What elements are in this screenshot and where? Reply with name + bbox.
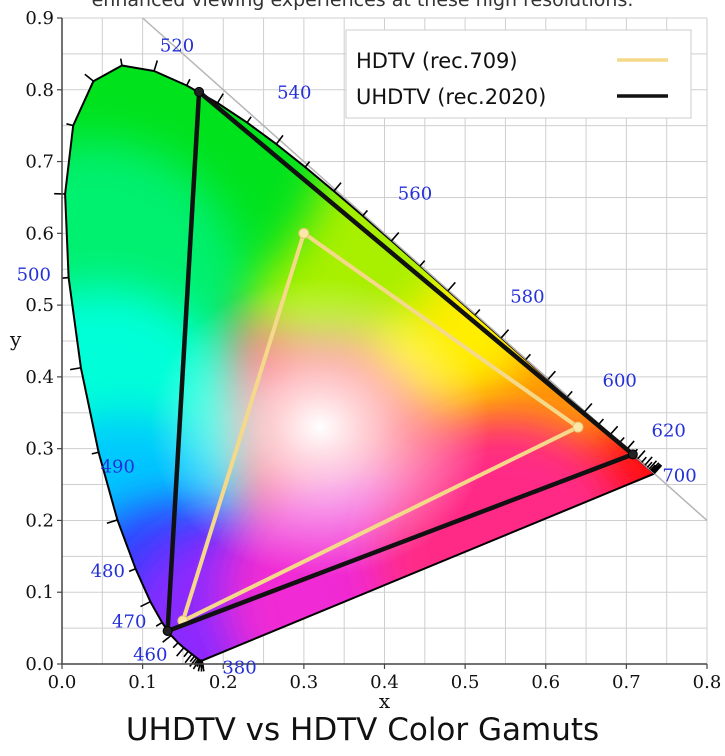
x-tick-label: 0.2 bbox=[209, 672, 238, 693]
locus-tick bbox=[525, 353, 531, 361]
wavelength-label: 580 bbox=[510, 287, 544, 308]
y-tick-label: 0.9 bbox=[25, 8, 54, 29]
locus-tick bbox=[176, 647, 185, 657]
gamut-vertex bbox=[194, 86, 205, 97]
y-tick-label: 0.4 bbox=[25, 367, 54, 388]
locus-tick bbox=[650, 462, 660, 472]
locus-tick bbox=[419, 260, 426, 267]
x-tick-label: 0.7 bbox=[612, 672, 641, 693]
locus-tick bbox=[184, 653, 193, 664]
gamut-vertex bbox=[162, 625, 173, 636]
locus-tick bbox=[609, 425, 619, 436]
locus-tick bbox=[172, 642, 179, 649]
legend: HDTV (rec.709) UHDTV (rec.2020) bbox=[345, 29, 692, 119]
x-tick-label: 0.3 bbox=[290, 672, 319, 693]
y-axis-label: y bbox=[9, 327, 22, 351]
wavelength-label: 490 bbox=[101, 456, 135, 477]
gamut-vertex bbox=[572, 421, 584, 433]
locus-tick bbox=[197, 660, 202, 672]
wavelength-label: 480 bbox=[91, 561, 125, 582]
legend-entry-label: HDTV (rec.709) bbox=[356, 49, 518, 73]
y-tick-label: 0.2 bbox=[25, 510, 54, 531]
wavelength-label: 620 bbox=[652, 421, 686, 442]
gamut-vertex bbox=[298, 227, 310, 239]
wavelength-label: 700 bbox=[662, 466, 696, 487]
y-tick-label: 0.3 bbox=[25, 439, 54, 460]
x-tick-label: 0.1 bbox=[128, 672, 157, 693]
y-tick-label: 0.6 bbox=[25, 223, 54, 244]
locus-tick bbox=[598, 418, 605, 425]
white-point-glow bbox=[150, 277, 490, 578]
locus-tick bbox=[649, 464, 656, 471]
wavelength-label: 600 bbox=[603, 371, 637, 392]
locus-tick bbox=[547, 370, 556, 380]
locus-tick bbox=[128, 568, 136, 573]
wavelength-label: 500 bbox=[17, 265, 51, 286]
locus-tick bbox=[644, 456, 653, 466]
locus-tick bbox=[162, 634, 172, 643]
y-tick-label: 0.1 bbox=[25, 582, 54, 603]
x-tick-label: 0.4 bbox=[370, 672, 399, 693]
y-tick-label: 0.5 bbox=[25, 295, 54, 316]
locus-tick bbox=[653, 464, 663, 475]
locus-tick bbox=[584, 402, 593, 413]
locus-tick bbox=[641, 456, 647, 463]
locus-tick bbox=[246, 116, 252, 124]
locus-tick bbox=[189, 657, 198, 667]
chart-title: UHDTV vs HDTV Color Gamuts bbox=[125, 712, 600, 748]
locus-tick bbox=[183, 650, 189, 658]
locus-tick bbox=[69, 366, 82, 371]
locus-tick bbox=[637, 450, 646, 460]
legend-entry-label: UHDTV (rec.2020) bbox=[356, 85, 546, 109]
locus-tick bbox=[648, 460, 658, 470]
locus-tick bbox=[119, 58, 123, 66]
locus-tick bbox=[84, 73, 94, 82]
x-axis-label: x bbox=[379, 689, 391, 710]
locus-tick bbox=[333, 182, 342, 192]
locus-tick bbox=[362, 209, 368, 217]
axes: 0.0 0.1 0.2 0.3 0.4 0.5 0.6 0.7 0.8 0.0 0.1 0.2 0.3 0… bbox=[9, 8, 721, 710]
locus-tick bbox=[304, 161, 311, 168]
color-blob bbox=[65, 65, 333, 316]
gamut-triangle bbox=[165, 89, 636, 634]
wavelength-label: 380 bbox=[222, 657, 256, 678]
y-tick-label: 0.0 bbox=[25, 654, 54, 675]
locus-tick bbox=[447, 281, 456, 292]
legend-box bbox=[345, 29, 692, 119]
wavelength-label: 540 bbox=[277, 83, 311, 104]
locus-tick bbox=[646, 461, 653, 468]
locus-tick bbox=[106, 519, 118, 525]
x-tick-label: 0.8 bbox=[693, 672, 722, 693]
y-tick-label: 0.7 bbox=[25, 152, 54, 173]
wavelength-label: 460 bbox=[133, 645, 167, 666]
x-tick-label: 0.0 bbox=[48, 672, 77, 693]
locus-tick bbox=[61, 276, 69, 279]
locus-tick bbox=[216, 93, 224, 104]
locus-tick bbox=[155, 621, 163, 627]
locus-tick bbox=[189, 655, 196, 663]
locus-tick bbox=[500, 329, 510, 339]
cie-chromaticity-chart: 0.0 0.1 0.2 0.3 0.4 0.5 0.6 0.7 0.8 0.0 0.1 0.2 0.3 0… bbox=[9, 8, 721, 710]
locus-tick bbox=[275, 134, 284, 145]
locus-tick bbox=[566, 390, 573, 398]
gamut-triangle bbox=[180, 231, 580, 623]
wavelength-label: 520 bbox=[160, 36, 194, 57]
locus-tick bbox=[186, 78, 191, 86]
wavelength-label: 560 bbox=[398, 184, 432, 205]
locus-tick bbox=[140, 600, 151, 608]
locus-tick bbox=[474, 308, 481, 316]
top-caption-text: enhanced viewing experiences at these hi… bbox=[91, 0, 634, 11]
gamut-vertex bbox=[627, 449, 638, 460]
wavelength-label: 470 bbox=[112, 612, 146, 633]
y-tick-label: 0.8 bbox=[25, 80, 54, 101]
locus-tick bbox=[153, 60, 159, 72]
gamut-triangles bbox=[162, 86, 638, 636]
x-tick-label: 0.5 bbox=[451, 672, 480, 693]
locus-tick bbox=[91, 451, 99, 455]
wavelength-labels: 380 460 470 480 490 500 520 540 560 580 600 620 700 bbox=[17, 36, 697, 679]
locus-tick bbox=[66, 123, 74, 127]
locus-tick bbox=[390, 231, 400, 242]
x-tick-label: 0.6 bbox=[531, 672, 560, 693]
